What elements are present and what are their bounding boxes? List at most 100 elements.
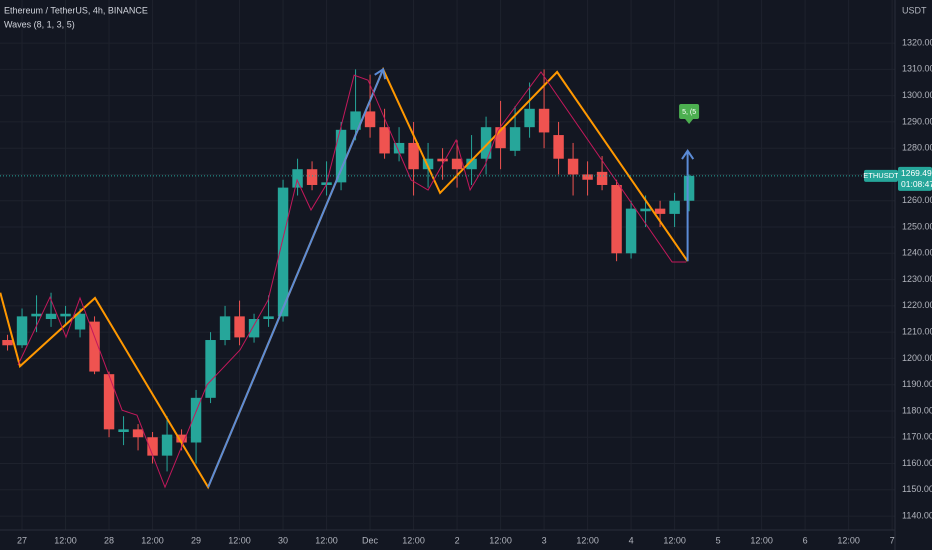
candle-body — [625, 208, 637, 254]
symbol-tag-bg — [864, 169, 898, 182]
candle-body — [190, 397, 202, 443]
candle-body — [480, 127, 492, 159]
candle-body — [393, 142, 405, 154]
annotation-pointer — [685, 119, 694, 124]
x-tick-label: 30 — [278, 535, 288, 545]
candle-body — [234, 316, 245, 338]
x-tick-label: 27 — [17, 535, 27, 545]
candle-body — [654, 208, 666, 214]
y-tick-label: 1300.00 — [902, 90, 932, 100]
candle-body — [538, 108, 550, 133]
candle-body — [451, 158, 463, 170]
x-tick-label: 5 — [716, 535, 721, 545]
y-tick-label: 1320.00 — [902, 37, 932, 47]
x-tick-label: 12:00 — [489, 535, 512, 545]
y-tick-label: 1240.00 — [902, 248, 932, 258]
x-tick-label: 3 — [542, 535, 547, 545]
y-tick-label: 1260.00 — [902, 195, 932, 205]
candle-body — [74, 313, 86, 330]
annotation-badge — [679, 104, 700, 119]
candle-body — [437, 158, 448, 162]
candle-body — [132, 429, 144, 438]
x-tick-label: 28 — [104, 535, 114, 545]
candle-body — [219, 316, 231, 341]
candle-body — [263, 316, 274, 319]
y-tick-label: 1230.00 — [902, 274, 932, 284]
x-tick-label: 12:00 — [315, 535, 338, 545]
candle-body — [596, 171, 608, 185]
x-tick-label: 12:00 — [663, 535, 686, 545]
candle-body — [669, 200, 680, 214]
candle-body — [582, 174, 593, 180]
y-tick-label: 1150.00 — [902, 484, 932, 494]
overlay-arrowhead — [681, 149, 695, 160]
candle-body — [2, 340, 13, 346]
candle-body — [248, 318, 260, 338]
candle-body — [553, 135, 564, 159]
x-tick-label: 2 — [455, 535, 460, 545]
y-tick-label: 1250.00 — [902, 221, 932, 231]
price-tag: 1269.49 — [901, 168, 932, 178]
candle-body — [611, 184, 622, 254]
x-tick-label: 12:00 — [54, 535, 77, 545]
y-tick-label: 1290.00 — [902, 116, 932, 126]
candle-body — [16, 316, 28, 346]
indicator-label: Waves (8, 1, 3, 5) — [4, 19, 75, 29]
candle-body — [335, 129, 347, 183]
candle-body — [161, 434, 173, 456]
candle-body — [60, 313, 71, 317]
plot: 5, (5 — [0, 66, 895, 490]
candle-body — [306, 169, 318, 185]
y-tick-label: 1140.00 — [902, 510, 932, 520]
candle-body — [364, 111, 376, 128]
x-tick-label: 4 — [629, 535, 634, 545]
candle-body — [147, 437, 158, 456]
x-tick-label: 7 — [890, 535, 895, 545]
candle-body — [118, 429, 129, 432]
y-tick-label: 1220.00 — [902, 300, 932, 310]
candle-body — [103, 374, 115, 430]
y-tick-label: 1160.00 — [902, 458, 932, 468]
candle-body — [567, 158, 579, 175]
symbol-tag: ETHUSDT — [863, 171, 899, 180]
x-tick-label: Dec — [362, 535, 379, 545]
x-tick-label: 12:00 — [750, 535, 773, 545]
candle-body — [408, 142, 419, 170]
y-tick-label: 1190.00 — [902, 379, 932, 389]
candle-body — [422, 158, 434, 170]
y-tick-label: 1180.00 — [902, 405, 932, 415]
candle-body — [176, 434, 187, 443]
x-tick-label: 12:00 — [141, 535, 164, 545]
price-tag-bg — [898, 166, 932, 191]
candle-body — [89, 321, 100, 372]
candle-body — [277, 187, 289, 317]
candle-body — [640, 208, 651, 212]
overlay-arrowhead — [374, 67, 387, 80]
candle-body — [45, 313, 57, 319]
overlay-line — [17, 71, 687, 489]
candle-body — [379, 127, 390, 154]
candle-body — [466, 158, 477, 170]
y-tick-label: 1210.00 — [902, 327, 932, 337]
y-tick-label: 1310.00 — [902, 64, 932, 74]
x-tick-label: 12:00 — [576, 535, 599, 545]
candle-body — [292, 169, 303, 188]
candle-body — [350, 111, 361, 130]
x-tick-label: 12:00 — [837, 535, 860, 545]
x-tick-label: 29 — [191, 535, 201, 545]
countdown-tag: 01:08:47 — [901, 179, 932, 189]
y-tick-label: 1200.00 — [902, 353, 932, 363]
candle-body — [524, 108, 535, 128]
axes: 1140.00 1150.00 1160.00 1170.00 1180.00 1190.… — [17, 37, 932, 545]
x-tick-label: 12:00 — [228, 535, 251, 545]
candle-body — [31, 313, 42, 317]
candle-body — [509, 127, 521, 151]
x-tick-label: 6 — [803, 535, 808, 545]
candle-body — [495, 127, 506, 149]
annotation-text: 5, (5 — [682, 109, 696, 116]
y-tick-label: 1280.00 — [902, 143, 932, 153]
currency-label: USDT — [902, 5, 927, 15]
